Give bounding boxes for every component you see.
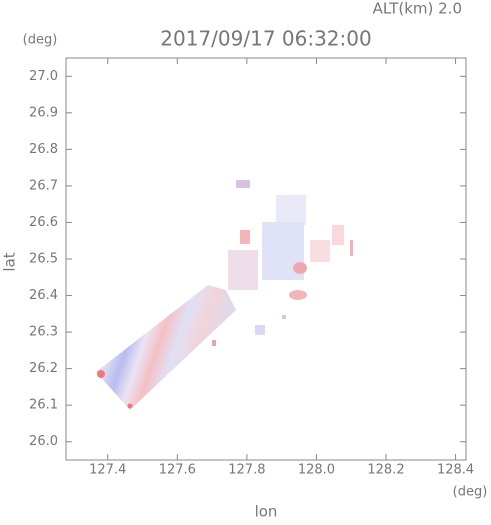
y-tick-label: 26.4 <box>29 288 58 303</box>
y-axis-label: lat <box>1 252 19 271</box>
y-tick-label: 27.0 <box>29 69 58 84</box>
echo <box>228 250 258 290</box>
echo <box>127 403 133 409</box>
altitude-label: ALT(km) 2.0 <box>373 0 462 18</box>
y-tick-label: 26.1 <box>29 398 58 413</box>
y-tick-label: 26.5 <box>29 252 58 267</box>
echo <box>240 230 250 244</box>
y-tick-label: 26.6 <box>29 215 58 230</box>
y-tick-label: 26.3 <box>29 325 58 340</box>
chart-title: 2017/09/17 06:32:00 <box>160 27 371 51</box>
x-tick-label: 127.6 <box>159 463 196 478</box>
y-tick-label: 26.8 <box>29 142 58 157</box>
x-tick-label: 127.8 <box>228 463 265 478</box>
echo <box>97 370 105 378</box>
y-tick-label: 26.0 <box>29 434 58 449</box>
x-tick-label: 128.2 <box>367 463 404 478</box>
x-unit: (deg) <box>453 485 488 500</box>
radar-echo <box>96 180 353 410</box>
x-tick-label: 127.4 <box>89 463 126 478</box>
y-tick-label: 26.7 <box>29 178 58 193</box>
echo <box>332 225 344 245</box>
x-tick-label: 128.0 <box>298 463 335 478</box>
x-axis-label: lon <box>255 503 278 521</box>
echo <box>310 240 330 262</box>
echo <box>212 340 216 346</box>
echo-swath <box>96 285 236 410</box>
echo <box>276 195 306 225</box>
x-tick-label: 128.4 <box>437 463 474 478</box>
echo <box>255 325 265 335</box>
echo <box>289 290 307 300</box>
echo <box>282 315 286 319</box>
y-tick-label: 26.2 <box>29 361 58 376</box>
echo <box>350 240 353 256</box>
y-tick-label: 26.9 <box>29 105 58 120</box>
y-unit: (deg) <box>23 33 58 48</box>
echo <box>293 262 307 274</box>
echo <box>236 180 250 188</box>
